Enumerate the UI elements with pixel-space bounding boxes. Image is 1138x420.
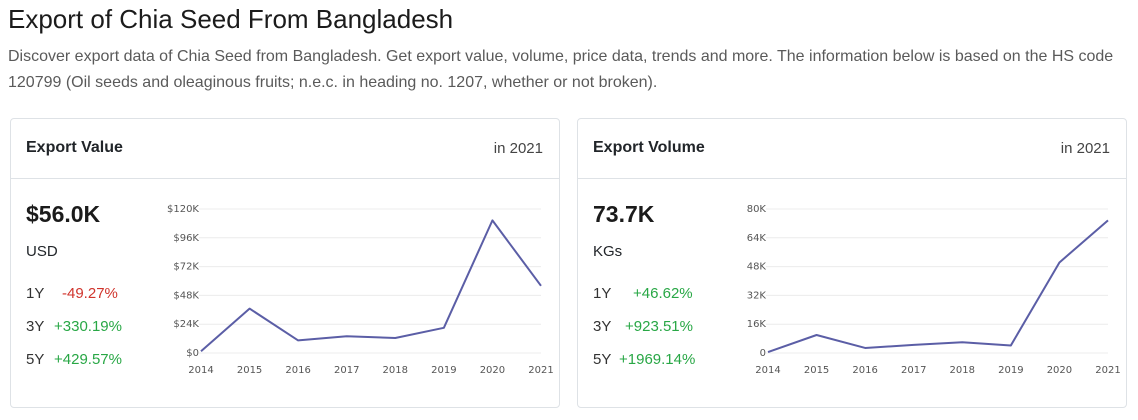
x-tick-label: 2020 bbox=[480, 365, 505, 376]
change-value: -49.27% bbox=[62, 285, 118, 302]
card-header: Export Value in 2021 bbox=[11, 119, 559, 179]
y-tick-label: 48K bbox=[747, 262, 767, 273]
change-period: 1Y bbox=[593, 285, 612, 302]
change-value: +46.62% bbox=[633, 285, 693, 302]
y-tick-label: $120K bbox=[167, 204, 199, 215]
change-value: +330.19% bbox=[54, 318, 122, 335]
y-tick-label: $72K bbox=[173, 262, 199, 273]
page-title: Export of Chia Seed From Bangladesh bbox=[8, 4, 454, 34]
change-value: +923.51% bbox=[625, 318, 693, 335]
change-period: 3Y bbox=[26, 318, 45, 335]
y-tick-label: 64K bbox=[747, 233, 767, 244]
card-header: Export Volume in 2021 bbox=[578, 119, 1126, 179]
change-5y: 5Y +1969.14% bbox=[593, 351, 695, 368]
card-period: in 2021 bbox=[493, 140, 543, 157]
x-tick-label: 2015 bbox=[237, 365, 262, 376]
x-tick-label: 2018 bbox=[383, 365, 408, 376]
export-value-card: Export Value in 2021 $56.0K USD 1Y -49.27… bbox=[10, 118, 560, 408]
x-tick-label: 2016 bbox=[852, 365, 877, 376]
x-tick-label: 2015 bbox=[804, 365, 829, 376]
change-value: +429.57% bbox=[54, 351, 122, 368]
x-tick-label: 2019 bbox=[431, 365, 456, 376]
page-description: Discover export data of Chia Seed from B… bbox=[8, 48, 1114, 91]
x-tick-label: 2018 bbox=[950, 365, 975, 376]
change-1y: 1Y -49.27% bbox=[26, 285, 118, 302]
unit-label: USD bbox=[26, 243, 58, 260]
change-3y: 3Y +923.51% bbox=[593, 318, 693, 335]
y-tick-label: 80K bbox=[747, 204, 767, 215]
x-tick-label: 2019 bbox=[998, 365, 1023, 376]
card-period: in 2021 bbox=[1060, 140, 1110, 157]
series-line bbox=[767, 219, 1109, 354]
export-volume-card: Export Volume in 2021 73.7K KGs 1Y +46.62… bbox=[577, 118, 1127, 408]
change-period: 1Y bbox=[26, 285, 45, 302]
export-volume-chart: 0 16K 32K 48K 64K 80K 2014 2015 2016 2017 2018 2019… bbox=[747, 204, 1121, 376]
change-1y: 1Y +46.62% bbox=[593, 285, 693, 302]
y-tick-label: $24K bbox=[173, 319, 199, 330]
x-tick-label: 2017 bbox=[901, 365, 926, 376]
x-tick-label: 2016 bbox=[285, 365, 310, 376]
headline-value: 73.7K bbox=[593, 201, 655, 227]
y-tick-label: 32K bbox=[747, 290, 767, 301]
change-period: 5Y bbox=[26, 351, 45, 368]
change-3y: 3Y +330.19% bbox=[26, 318, 122, 335]
x-tick-label: 2014 bbox=[188, 365, 213, 376]
y-tick-label: $96K bbox=[173, 233, 199, 244]
y-tick-label: 16K bbox=[747, 319, 767, 330]
x-tick-label: 2021 bbox=[1095, 365, 1120, 376]
x-tick-label: 2017 bbox=[334, 365, 359, 376]
change-period: 3Y bbox=[593, 318, 612, 335]
unit-label: KGs bbox=[593, 243, 623, 260]
change-value: +1969.14% bbox=[619, 351, 696, 368]
x-tick-label: 2021 bbox=[528, 365, 553, 376]
series-line bbox=[200, 219, 542, 352]
y-tick-label: $48K bbox=[173, 290, 199, 301]
change-period: 5Y bbox=[593, 351, 612, 368]
x-tick-label: 2020 bbox=[1047, 365, 1072, 376]
card-title: Export Value bbox=[26, 139, 123, 156]
headline-value: $56.0K bbox=[26, 201, 101, 227]
change-5y: 5Y +429.57% bbox=[26, 351, 122, 368]
x-tick-label: 2014 bbox=[755, 365, 780, 376]
export-value-chart: $0 $24K $48K $72K $96K $120K 2014 2015 2016 2017 2… bbox=[167, 204, 554, 376]
y-tick-label: $0 bbox=[186, 348, 199, 359]
card-title: Export Volume bbox=[593, 139, 705, 156]
y-tick-label: 0 bbox=[760, 348, 766, 359]
